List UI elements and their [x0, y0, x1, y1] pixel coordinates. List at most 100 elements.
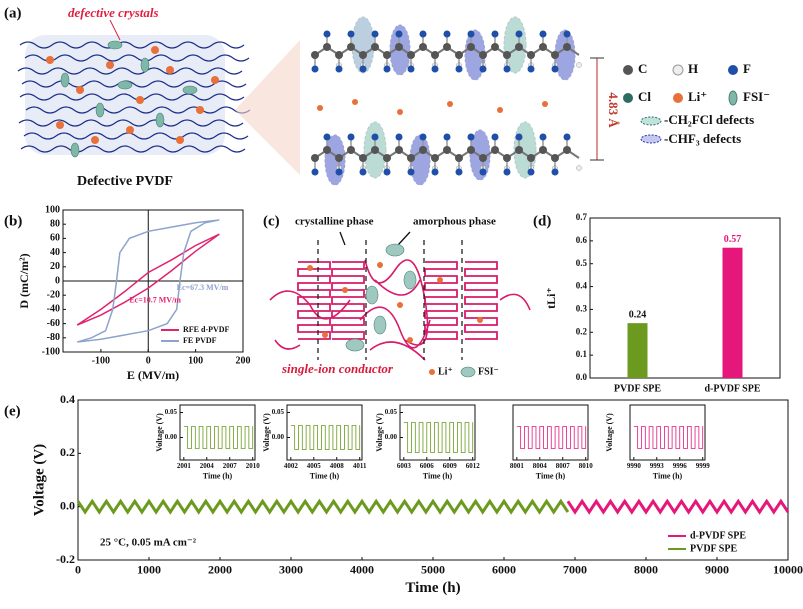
x-tick-label: 6000 — [492, 563, 516, 577]
series-line — [290, 425, 361, 450]
plot-frame — [512, 404, 589, 461]
legend-label: -CHF₃ defects — [664, 131, 741, 146]
x-tick-label: 8004 — [533, 462, 548, 470]
phase-label: amorphous phase — [413, 216, 496, 228]
y-tick-label: -100 — [42, 346, 60, 357]
plot-frame — [399, 404, 476, 461]
series-line — [183, 426, 254, 449]
x-tick-label: 5000 — [421, 563, 445, 577]
legend-label: -CH₂FCl defects — [664, 112, 754, 127]
x-tick-label: 2000 — [208, 563, 232, 577]
y-axis-label: D (mC/m²) — [17, 253, 31, 308]
x-tick-label: 9993 — [650, 462, 665, 470]
x-tick-label: 1000 — [137, 563, 161, 577]
legend-label: F — [743, 61, 751, 76]
y-tick-label: 0.00 — [165, 433, 178, 441]
x-tick-label: 3000 — [279, 563, 303, 577]
y-axis-label: Voltage (V) — [605, 413, 614, 452]
plot-frame — [179, 404, 256, 461]
y-axis-label: Voltage (V) — [262, 413, 271, 452]
y-tick-label: 0.4 — [60, 392, 75, 406]
panel-a-art — [17, 16, 738, 186]
x-tick-label: 9990 — [627, 462, 642, 470]
y-tick-label: 60 — [50, 233, 60, 244]
x-tick-label: 4002 — [284, 462, 299, 470]
series-line — [403, 422, 474, 453]
y-tick-label: -0.2 — [56, 552, 75, 566]
x-axis-label: Time (h) — [536, 472, 566, 481]
x-tick-label: 100 — [188, 355, 203, 366]
plot-frame — [629, 404, 706, 461]
x-tick-label: 0 — [75, 563, 81, 577]
y-tick-label: 0 — [55, 275, 60, 286]
y-tick-label: 0.2 — [576, 326, 588, 336]
y-tick-label: -60 — [47, 318, 60, 329]
panel-label: (a) — [4, 5, 22, 21]
y-tick-label: 0.4 — [576, 281, 588, 291]
x-tick-label: 6003 — [397, 462, 412, 470]
legend-label: Li⁺ — [438, 366, 453, 377]
x-tick-label: 4011 — [353, 462, 367, 470]
x-tick-label: 2007 — [223, 462, 238, 470]
y-tick-label: 0.7 — [576, 212, 588, 222]
x-tick-label: 8000 — [634, 563, 658, 577]
x-tick-label: PVDF SPE — [614, 383, 661, 394]
legend-label: PVDF SPE — [690, 543, 737, 554]
x-tick-label: 0 — [146, 355, 151, 366]
y-tick-label: -40 — [47, 304, 60, 315]
x-tick-label: 2004 — [200, 462, 215, 470]
y-axis-label: Voltage (V) — [375, 413, 384, 452]
legend-label: Cl — [638, 89, 651, 104]
callout: defective crystals — [68, 5, 159, 20]
legend-label: d-PVDF SPE — [690, 530, 746, 541]
x-tick-label: 200 — [236, 355, 251, 366]
plot-frame — [286, 404, 363, 461]
legend-label: C — [638, 61, 647, 76]
spacing-label: 4.83 Å — [606, 92, 621, 128]
bar — [627, 323, 648, 378]
x-tick-label: -100 — [92, 355, 110, 366]
panel-label: (b) — [4, 213, 22, 229]
x-tick-label: 4008 — [330, 462, 345, 470]
x-tick-label: 10000 — [773, 563, 803, 577]
y-tick-label: 0.2 — [60, 445, 75, 459]
y-tick-label: 0.5 — [576, 258, 588, 268]
x-tick-label: 9000 — [705, 563, 729, 577]
legend-label: FE PVDF — [183, 336, 217, 345]
legend-label: FSI⁻ — [478, 366, 499, 377]
y-tick-label: 0.1 — [576, 349, 588, 359]
annotation: Ec=10.7 MV/m — [129, 296, 181, 305]
y-tick-label: 100 — [45, 204, 60, 215]
panel-label: (e) — [4, 403, 21, 419]
annotation: Ec=67.3 MV/m — [177, 283, 229, 292]
x-tick-label: 8001 — [510, 462, 525, 470]
legend-label: Li⁺ — [688, 89, 707, 104]
annotation: 25 °C, 0.05 mA cm⁻² — [100, 537, 197, 549]
plot-frame — [589, 217, 781, 379]
x-tick-label: 7000 — [563, 563, 587, 577]
x-tick-label: 6009 — [443, 462, 458, 470]
x-tick-label: 2001 — [177, 462, 192, 470]
y-tick-label: 20 — [50, 261, 60, 272]
value-label: 0.57 — [724, 234, 742, 245]
y-tick-label: 0.05 — [165, 408, 178, 416]
panel-label: (c) — [263, 213, 280, 229]
caption: Defective PVDF — [77, 174, 173, 189]
y-tick-label: 0.05 — [272, 408, 285, 416]
legend-label: RFE d-PVDF — [183, 325, 230, 334]
y-tick-label: 0.00 — [272, 433, 285, 441]
x-tick-label: 9999 — [696, 462, 711, 470]
y-tick-label: 0.00 — [385, 433, 398, 441]
series-line — [76, 219, 220, 343]
legend-label: H — [688, 61, 698, 76]
x-axis-label: Time (h) — [310, 472, 340, 481]
x-axis-label: Time (h) — [405, 580, 460, 596]
phase-label: crystalline phase — [295, 216, 374, 228]
panel-label: (d) — [533, 213, 551, 229]
bar — [722, 247, 743, 378]
x-tick-label: 9996 — [673, 462, 688, 470]
x-tick-label: d-PVDF SPE — [704, 383, 760, 394]
x-axis-label: Time (h) — [423, 472, 453, 481]
y-tick-label: 80 — [50, 218, 60, 229]
